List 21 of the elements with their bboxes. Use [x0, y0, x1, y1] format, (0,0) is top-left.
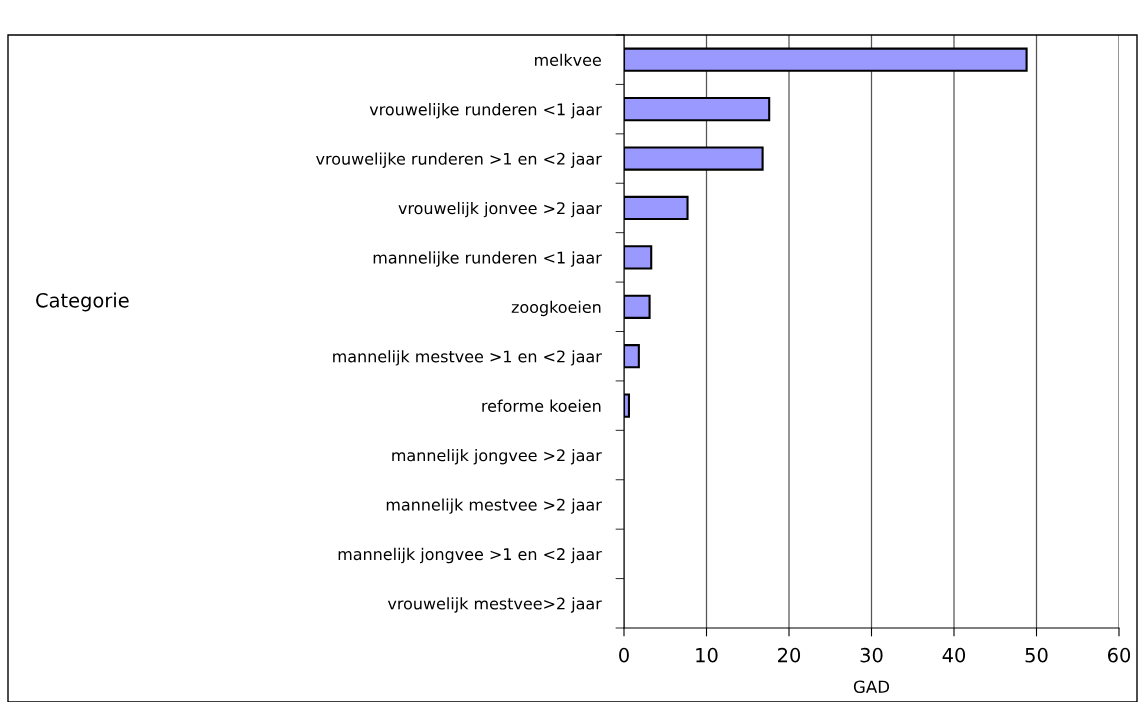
y-tick-label: vrouwelijke runderen <1 jaar — [369, 103, 602, 119]
y-tick-label: mannelijk mestvee >2 jaar — [386, 498, 602, 514]
x-tick-label: 50 — [1025, 647, 1048, 663]
y-tick-label: reforme koeien — [482, 399, 601, 412]
y-tick-label: zoogkoeien — [511, 300, 601, 317]
y-tick-label: vrouwelijke runderen >1 en <2 jaar — [316, 152, 602, 168]
y-tick-label: mannelijke runderen <1 jaar — [373, 251, 602, 267]
x-axis-title: GAD — [853, 680, 890, 694]
x-tick-label: 40 — [942, 647, 966, 663]
x-tick-label: 0 — [619, 647, 629, 663]
y-tick-label: vrouwelijk jonvee >2 jaar — [398, 201, 602, 218]
x-tick-label: 10 — [696, 647, 718, 663]
x-tick-label: 20 — [778, 647, 801, 663]
x-tick-label: 60 — [1107, 647, 1131, 663]
text: Categorie — [36, 292, 129, 312]
y-tick-label: melkvee — [535, 53, 601, 66]
x-tick-label: 30 — [860, 647, 883, 663]
y-tick-label: mannelijk jongvee >1 en <2 jaar — [338, 547, 602, 564]
y-tick-label: vrouwelijk mestvee>2 jaar — [387, 597, 602, 613]
y-tick-label: mannelijk mestvee >1 en <2 jaar — [333, 350, 602, 366]
y-tick-label: mannelijk jongvee >2 jaar — [392, 448, 602, 465]
